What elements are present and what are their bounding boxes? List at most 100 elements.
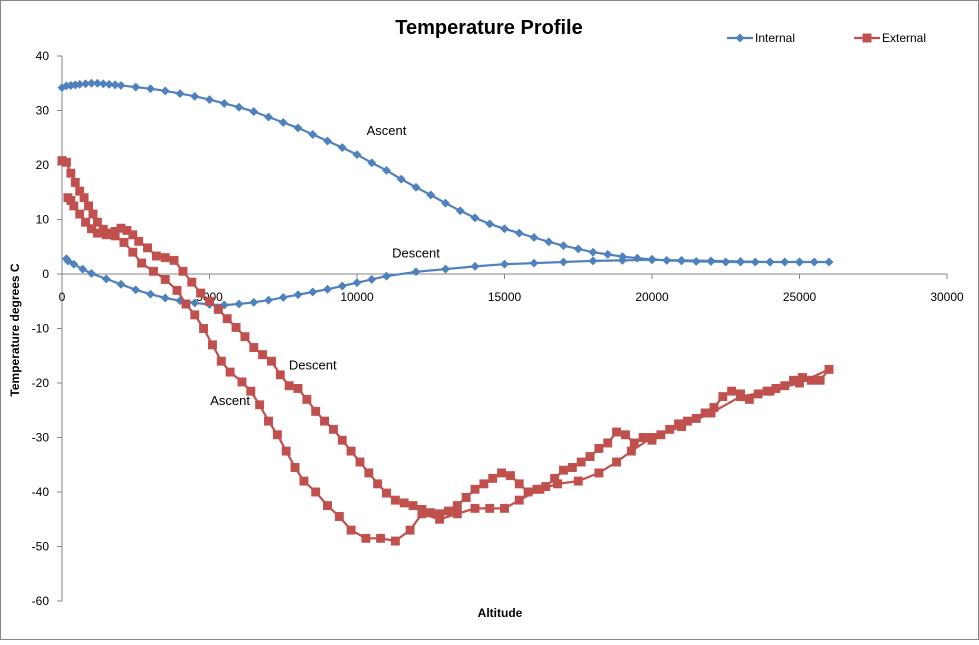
legend-label-external: External <box>882 31 926 45</box>
data-point-internal <box>809 257 819 267</box>
data-point-external <box>213 304 223 314</box>
data-point-external <box>160 253 170 263</box>
series-internal <box>57 78 834 310</box>
data-point-external <box>390 536 400 546</box>
data-point-external <box>452 501 462 511</box>
y-tick-label: 30 <box>36 104 50 118</box>
data-point-internal <box>381 165 392 176</box>
y-tick-label: 40 <box>36 49 50 63</box>
y-tick-label: 10 <box>36 213 50 227</box>
data-point-external <box>231 322 241 332</box>
data-point-external <box>647 433 657 442</box>
data-point-external <box>151 251 161 261</box>
legend-marker-internal <box>735 33 745 43</box>
data-point-internal <box>219 98 229 108</box>
data-point-external <box>169 255 179 265</box>
data-point-internal <box>529 258 539 268</box>
data-point-external <box>240 332 250 342</box>
data-point-internal <box>98 79 108 89</box>
data-point-internal <box>558 241 569 251</box>
legend-item-external: External <box>854 31 926 45</box>
data-point-external <box>208 340 217 350</box>
data-point-external <box>765 386 775 396</box>
data-point-external <box>691 413 701 423</box>
data-point-external <box>780 381 790 391</box>
data-point-internal <box>234 299 244 309</box>
data-point-internal <box>794 257 805 267</box>
data-point-external <box>87 224 96 234</box>
data-point-external <box>284 381 294 391</box>
data-point-external <box>281 446 291 456</box>
data-point-external <box>199 324 209 333</box>
data-point-internal <box>352 278 362 288</box>
data-point-internal <box>204 95 215 105</box>
data-point-external <box>485 503 495 513</box>
data-point-internal <box>588 256 598 266</box>
data-point-external <box>143 243 153 253</box>
data-point-external <box>323 501 332 511</box>
data-point-external <box>376 533 386 543</box>
data-point-external <box>479 479 489 489</box>
data-point-external <box>612 457 622 467</box>
data-point-external <box>373 479 383 489</box>
data-point-internal <box>426 190 436 200</box>
data-point-external <box>603 438 613 448</box>
data-point-external <box>390 495 400 505</box>
data-point-external <box>275 370 285 380</box>
data-point-external <box>753 389 763 399</box>
data-point-internal <box>499 259 510 269</box>
data-point-external <box>594 443 604 453</box>
data-point-external <box>216 356 226 366</box>
x-tick-label: 20000 <box>635 290 669 304</box>
data-point-external <box>101 230 111 240</box>
axes-group: 403020100-10-20-30-40-50-600500010000150… <box>32 49 964 608</box>
data-point-internal <box>219 300 229 310</box>
data-point-external <box>626 446 636 456</box>
data-point-external <box>149 266 158 276</box>
data-point-internal <box>411 267 421 277</box>
data-point-external <box>328 424 338 434</box>
data-point-internal <box>131 82 141 92</box>
y-tick-label: 0 <box>42 267 49 281</box>
x-axis-title: Altitude <box>478 606 523 620</box>
data-point-external <box>594 468 604 478</box>
data-point-external <box>160 275 170 284</box>
data-point-internal <box>691 256 701 267</box>
data-point-external <box>806 375 816 385</box>
data-point-internal <box>381 271 392 281</box>
data-point-external <box>408 501 418 511</box>
data-point-external <box>405 525 415 535</box>
data-point-external <box>63 193 73 203</box>
data-point-external <box>815 375 825 385</box>
data-point-internal <box>632 253 642 263</box>
data-point-external <box>435 514 445 524</box>
data-point-external <box>255 400 265 410</box>
data-point-external <box>497 468 507 478</box>
data-point-external <box>629 438 639 448</box>
data-point-external <box>677 422 686 432</box>
data-point-external <box>573 476 583 486</box>
chart-title: Temperature Profile <box>395 17 582 39</box>
data-point-internal <box>411 182 421 192</box>
data-point-external <box>110 231 120 241</box>
y-tick-label: -50 <box>32 540 50 554</box>
data-point-external <box>824 364 834 374</box>
data-point-internal <box>116 80 126 90</box>
data-point-internal <box>603 249 613 259</box>
data-point-external <box>444 506 453 516</box>
data-point-internal <box>647 255 657 265</box>
data-point-external <box>88 209 98 219</box>
data-point-internal <box>69 259 79 269</box>
data-point-internal <box>278 292 288 302</box>
data-point-internal <box>175 89 185 99</box>
data-point-external <box>621 430 630 440</box>
data-point-external <box>355 457 365 467</box>
data-point-external <box>119 237 129 247</box>
data-point-internal <box>440 198 451 208</box>
data-point-internal <box>455 206 465 216</box>
data-point-external <box>81 217 91 227</box>
data-point-internal <box>78 264 88 274</box>
annotation-label: Descent <box>392 246 440 261</box>
data-point-internal <box>662 255 672 265</box>
